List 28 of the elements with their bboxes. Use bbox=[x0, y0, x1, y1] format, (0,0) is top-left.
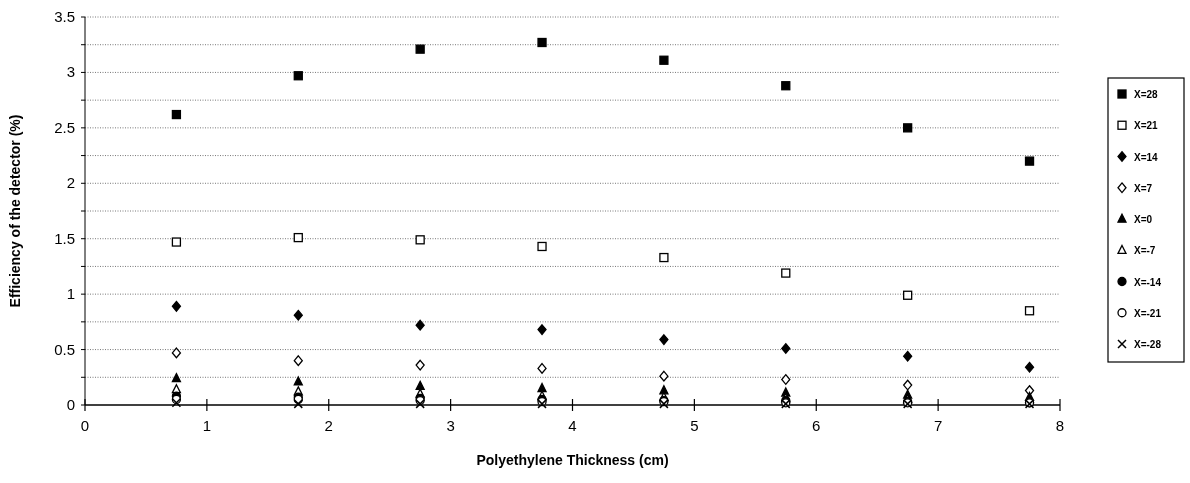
y-axis-title: Efficiency of the detector (%) bbox=[7, 114, 23, 308]
x-tick-label: 7 bbox=[933, 417, 943, 434]
y-tick-label: 0 bbox=[66, 396, 75, 413]
x-tick-label: 5 bbox=[690, 417, 699, 434]
legend-label: X=-7 bbox=[1134, 245, 1156, 257]
y-tick-label: 0.5 bbox=[54, 340, 75, 358]
x-tick-label: 8 bbox=[1055, 417, 1065, 434]
legend-label: X=-28 bbox=[1134, 339, 1162, 350]
x-tick-label: 3 bbox=[446, 417, 455, 434]
legend-label: X=28 bbox=[1134, 89, 1159, 100]
legend-label: X=7 bbox=[1134, 182, 1153, 194]
x-tick-label: 6 bbox=[812, 417, 821, 434]
legend-label: X=0 bbox=[1134, 214, 1153, 225]
y-tick-label: 1 bbox=[66, 285, 75, 303]
legend-label: X=14 bbox=[1134, 151, 1159, 163]
x-tick-label: 1 bbox=[202, 417, 212, 434]
legend-label: X=-21 bbox=[1134, 307, 1162, 319]
x-tick-label: 2 bbox=[324, 417, 333, 434]
x-tick-label: 0 bbox=[80, 417, 90, 434]
y-tick-label: 1.5 bbox=[54, 229, 75, 247]
legend-label: X=-14 bbox=[1134, 276, 1162, 288]
legend-label: X=21 bbox=[1134, 120, 1159, 132]
x-tick-label: 4 bbox=[568, 417, 577, 434]
x-axis-title: Polyethylene Thickness (cm) bbox=[476, 452, 669, 468]
y-tick-label: 3 bbox=[66, 63, 75, 81]
y-tick-label: 2.5 bbox=[54, 118, 75, 136]
y-tick-label: 3.5 bbox=[54, 8, 75, 25]
y-tick-label: 2 bbox=[66, 174, 75, 192]
